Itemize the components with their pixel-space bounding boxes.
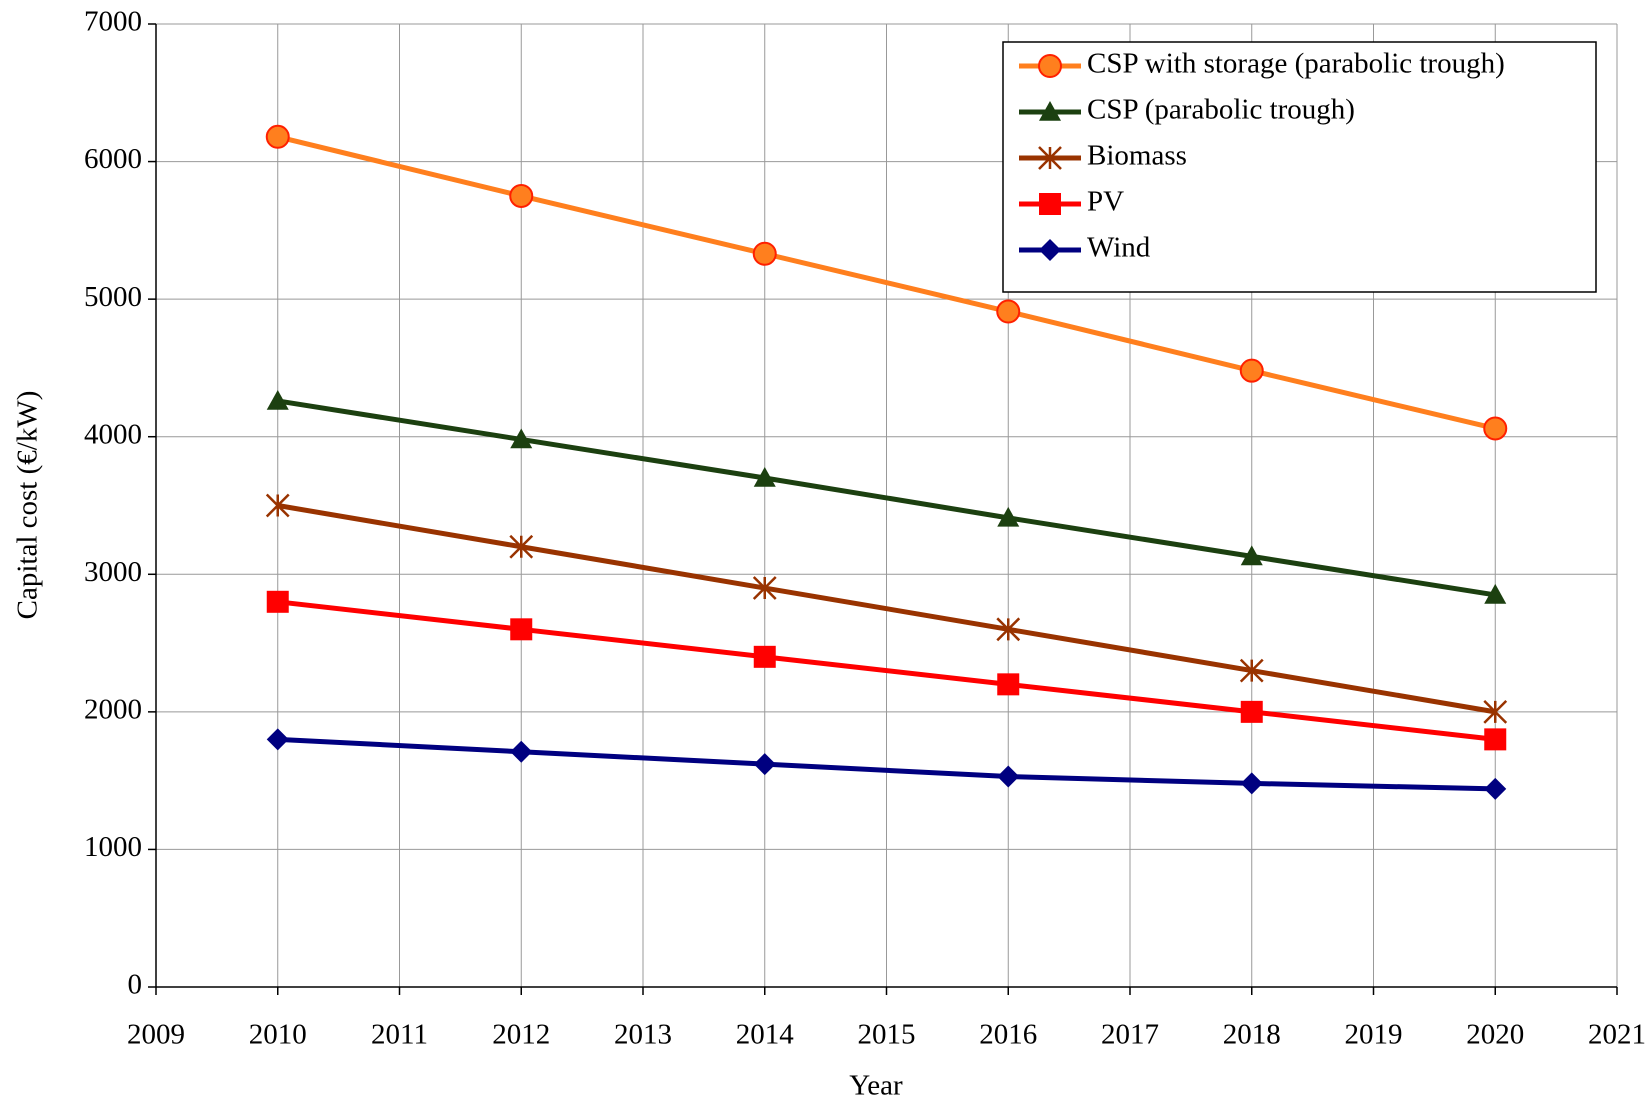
legend-label: CSP with storage (parabolic trough) (1087, 48, 1505, 80)
x-axis-label: Year (849, 1070, 903, 1102)
marker (1483, 416, 1508, 441)
marker (1038, 146, 1062, 170)
marker (510, 428, 533, 449)
y-tick-label: 0 (128, 969, 143, 1001)
x-tick-label: 2017 (1101, 1019, 1159, 1051)
marker (1239, 658, 1264, 683)
marker (1039, 101, 1061, 121)
x-tick-label: 2013 (614, 1019, 672, 1051)
marker (266, 590, 289, 613)
marker (265, 124, 290, 149)
marker (1240, 545, 1263, 566)
legend-label: Biomass (1087, 140, 1187, 172)
marker (510, 618, 533, 641)
y-tick-label: 6000 (84, 143, 142, 175)
marker (753, 466, 776, 487)
series-line (277, 736, 1496, 792)
marker (1038, 54, 1062, 78)
legend-box (1002, 41, 1597, 293)
legend-label: Wind (1087, 232, 1151, 264)
series-line (277, 503, 1496, 715)
marker (266, 389, 289, 410)
legend-label: CSP (parabolic trough) (1087, 94, 1355, 126)
legend-label: PV (1087, 186, 1124, 218)
marker (265, 493, 290, 518)
marker (1483, 699, 1508, 724)
marker (997, 765, 1020, 788)
x-tick-label: 2021 (1588, 1019, 1646, 1051)
marker (996, 617, 1021, 642)
marker (997, 673, 1020, 696)
x-tick-label: 2018 (1223, 1019, 1281, 1051)
y-tick-label: 3000 (84, 556, 142, 588)
y-axis-label: Capital cost (€/kW) (12, 391, 44, 620)
x-tick-label: 2010 (249, 1019, 307, 1051)
marker (1484, 583, 1507, 604)
y-tick-label: 5000 (84, 281, 142, 313)
marker (1484, 728, 1507, 751)
y-tick-label: 7000 (84, 6, 142, 38)
series-line (277, 134, 1496, 431)
x-tick-label: 2014 (736, 1019, 795, 1051)
marker (753, 645, 776, 668)
marker (996, 299, 1021, 324)
x-tick-label: 2015 (858, 1019, 916, 1051)
marker (997, 506, 1020, 527)
marker (510, 740, 533, 763)
y-tick-label: 2000 (84, 694, 142, 726)
x-tick-label: 2016 (979, 1019, 1037, 1051)
marker (752, 576, 777, 600)
y-tick-label: 4000 (84, 418, 142, 450)
x-tick-label: 2020 (1466, 1019, 1524, 1051)
x-tick-label: 2009 (127, 1019, 185, 1051)
marker (266, 728, 289, 751)
marker (1039, 239, 1061, 261)
series-line (277, 599, 1496, 742)
marker (1039, 193, 1061, 215)
y-tick-label: 1000 (84, 831, 142, 863)
marker (1484, 777, 1507, 800)
x-tick-label: 2011 (371, 1019, 428, 1051)
marker (1240, 700, 1263, 723)
marker (509, 183, 534, 208)
marker (1239, 358, 1264, 383)
marker (1240, 772, 1263, 795)
marker (752, 241, 777, 266)
marker (753, 753, 776, 776)
x-tick-label: 2019 (1345, 1019, 1403, 1051)
x-tick-label: 2012 (492, 1019, 550, 1051)
marker (509, 534, 534, 559)
series-line (277, 398, 1496, 598)
